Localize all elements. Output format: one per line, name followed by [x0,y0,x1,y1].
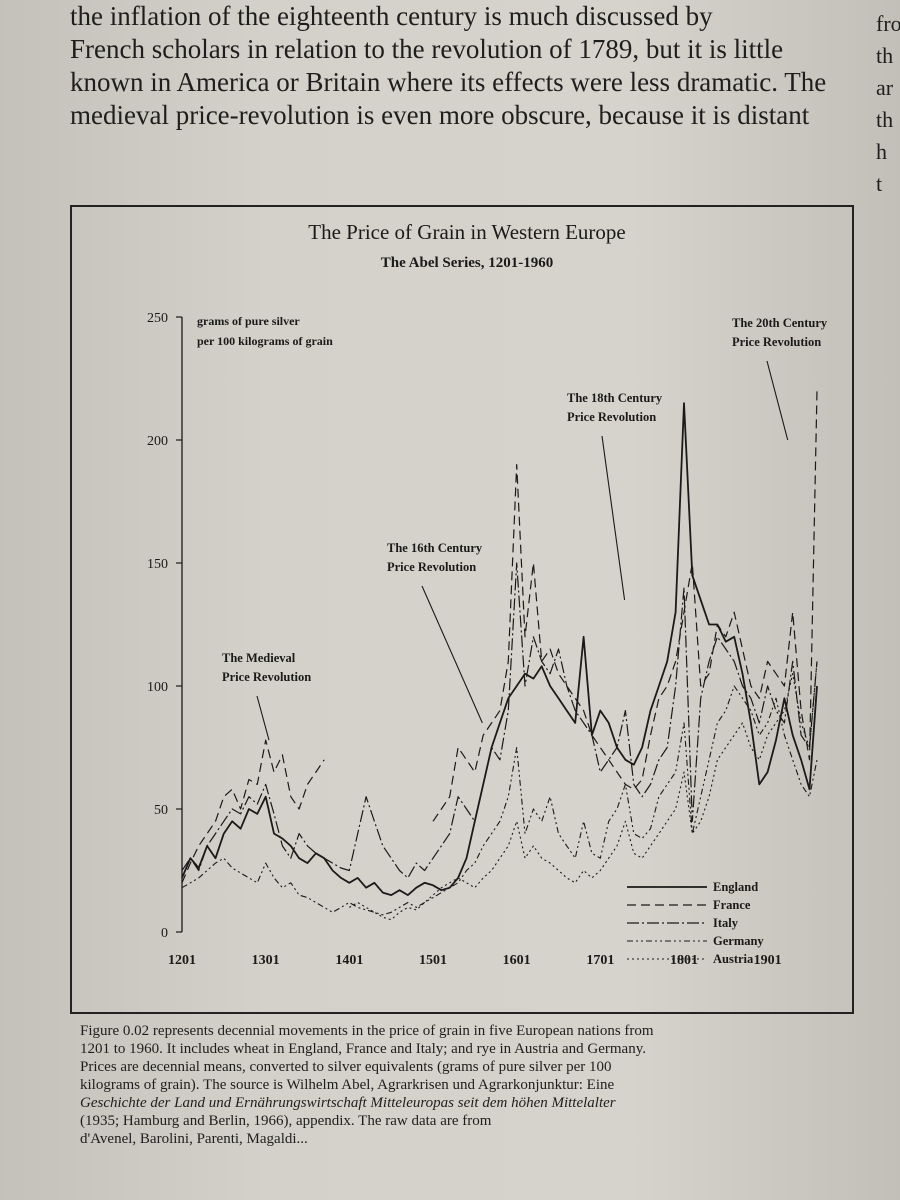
annotation: The 20th Century Price Revolution [732,316,828,441]
y-tick-label: 250 [147,311,168,326]
legend-label: England [713,880,758,894]
caption-line: kilograms of grain). The source is Wilhe… [80,1077,615,1093]
x-tick-label: 1401 [335,953,363,968]
caption-line: Prices are decennial means, converted to… [80,1059,612,1075]
facing-page-fragments: fro th ar th h t [876,8,900,200]
body-line: known in America or Britain where its ef… [70,67,827,97]
y-axis-label-line: grams of pure silver [197,314,300,328]
fragment: fro [876,11,900,36]
axes: 0 50 100 150 200 250 1201 1301 1401 1501 1601 1701 1… [147,311,782,968]
series-line-england [181,402,818,896]
y-axis-label: grams of pure silver per 100 kilograms of… [197,314,333,348]
fragment: th [876,107,894,132]
line-chart: The Price of Grain in Western Europe The… [147,220,828,968]
x-tick-label: 1501 [419,953,447,968]
annotation-text: Price Revolution [387,560,476,574]
body-line: medieval price-revolution is even more o… [70,100,810,130]
x-tick-label: 1301 [252,953,280,968]
annotation: The 18th Century Price Revolution [567,391,663,600]
series-line-germany [181,685,818,916]
annotation-pointer [766,360,789,441]
body-text: the inflation of the eighteenth century … [70,0,830,132]
annotation-text: The 16th Century [387,541,483,555]
fragment: h [876,139,887,164]
annotation: The 16th Century Price Revolution [387,541,483,724]
legend-label: France [713,898,751,912]
fragment: t [876,171,883,196]
body-line: the inflation of the eighteenth century … [70,1,713,31]
fragment: th [876,43,894,68]
series-layer [181,390,818,921]
chart-title: The Price of Grain in Western Europe [308,220,625,244]
chart-subtitle: The Abel Series, 1201-1960 [381,255,554,271]
y-tick-label: 200 [147,434,168,449]
legend-label: Germany [713,934,764,948]
annotation-text: The Medieval [222,651,296,665]
y-tick-label: 150 [147,557,168,572]
figure-caption: Figure 0.02 represents decennial movemen… [80,1022,860,1148]
body-line: French scholars in relation to the revol… [70,34,784,64]
x-tick-label: 1201 [168,953,196,968]
legend-label: Austria [713,952,754,966]
annotation-text: Price Revolution [732,335,821,349]
fragment: ar [876,75,894,100]
caption-line: Geschichte der Land und Ernährungswirtsc… [80,1095,616,1111]
legend-label: Italy [713,916,739,930]
legend: England France Italy Germany Austria [627,880,764,966]
x-tick-label: 1701 [586,953,614,968]
y-tick-label: 50 [154,803,168,818]
x-tick-label: 1601 [503,953,531,968]
annotation-pointer [601,435,626,600]
y-tick-label: 100 [147,680,168,695]
series-line-france [181,390,818,884]
series-line-italy [181,562,818,879]
x-tick-label: 1901 [754,953,782,968]
caption-line: d'Avenel, Barolini, Parenti, Magaldi... [80,1131,308,1147]
x-tick-label: 1801 [670,953,698,968]
annotation: The Medieval Price Revolution [222,651,311,741]
annotation-text: Price Revolution [222,670,311,684]
caption-line: Figure 0.02 represents decennial movemen… [80,1023,654,1039]
y-tick-label: 0 [161,926,168,941]
caption-line: (1935; Hamburg and Berlin, 1966), append… [80,1113,492,1129]
annotation-pointer [421,585,483,724]
annotation-text: Price Revolution [567,410,656,424]
annotation-pointer [256,695,270,741]
annotation-text: The 20th Century [732,316,828,330]
y-axis-label-line: per 100 kilograms of grain [197,334,333,348]
figure-frame: The Price of Grain in Western Europe The… [70,205,854,1014]
caption-line: 1201 to 1960. It includes wheat in Engla… [80,1041,646,1057]
annotation-text: The 18th Century [567,391,663,405]
